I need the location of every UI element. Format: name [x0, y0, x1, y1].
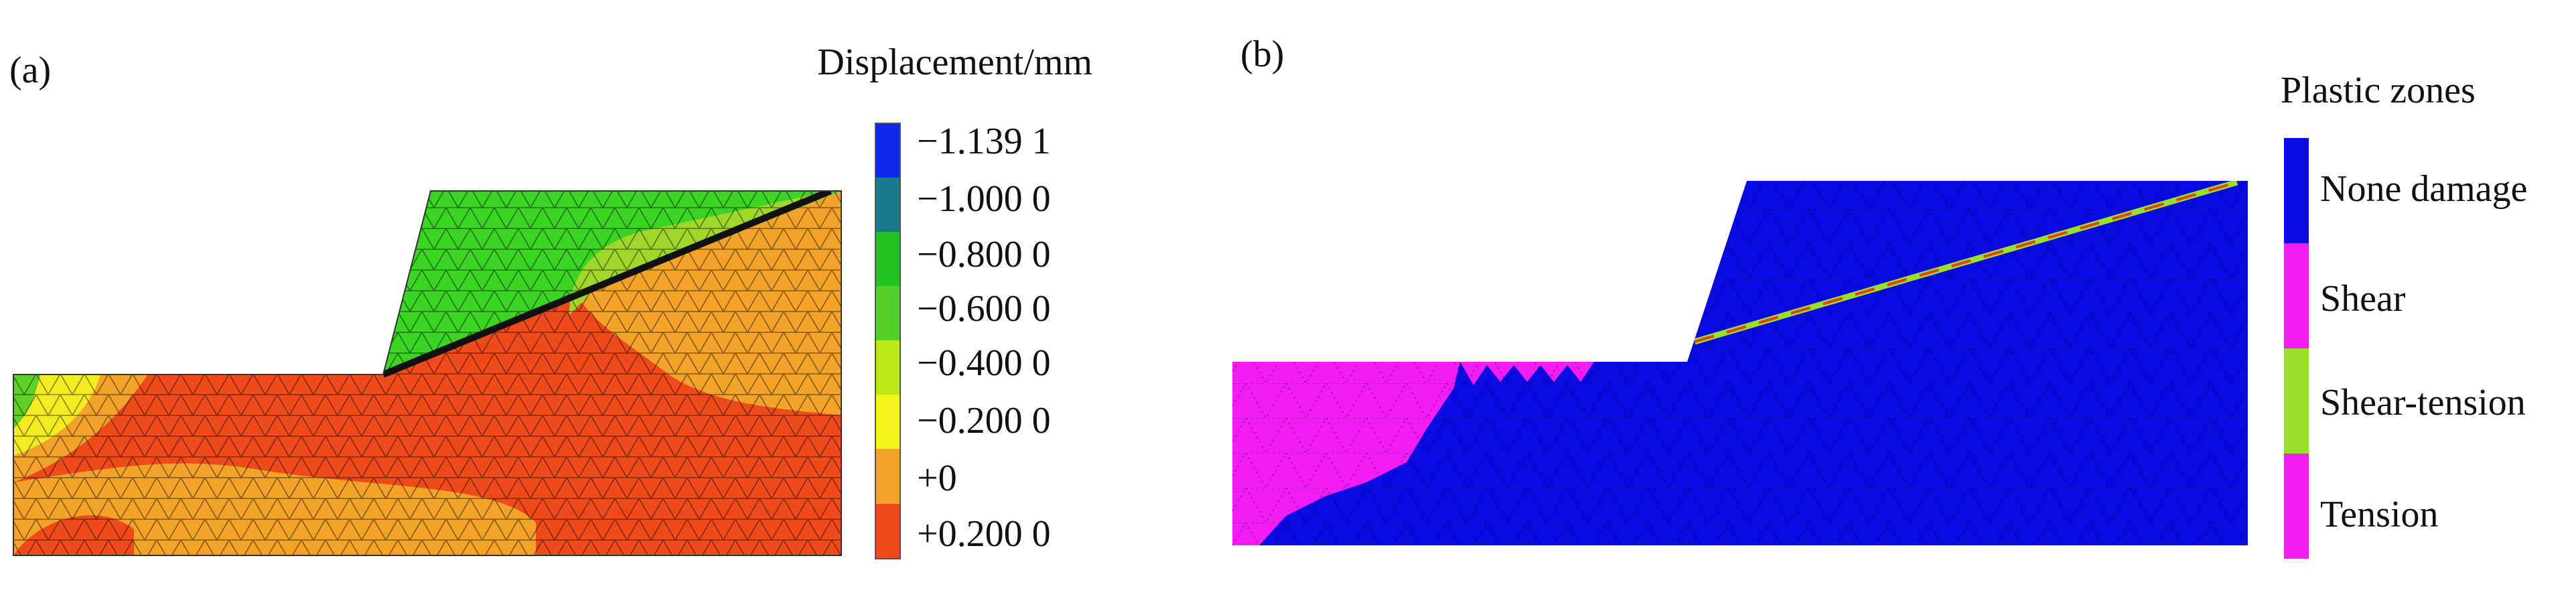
legend-title: Plastic zones	[2281, 70, 2476, 111]
legend-label: Shear-tension	[2320, 382, 2526, 423]
slope-outline	[13, 190, 842, 556]
displacement-contour	[13, 191, 841, 555]
legend-label: −0.200 0	[917, 400, 1051, 442]
legend-label: −1.139 1	[917, 121, 1051, 162]
legend-title: Displacement/mm	[817, 42, 1092, 83]
legend-label: +0.200 0	[917, 513, 1051, 555]
legend-label: None damage	[2320, 168, 2527, 210]
panel-label: (b)	[1240, 33, 1284, 75]
legend-colorbar	[2284, 138, 2309, 559]
legend-label: −0.600 0	[917, 288, 1051, 330]
legend-label: −0.400 0	[917, 342, 1051, 384]
panel-label: (a)	[9, 50, 51, 91]
legend-label: −1.000 0	[917, 178, 1051, 220]
colorbar	[875, 123, 901, 559]
plastic-zone-map	[1232, 181, 2248, 545]
legend-label: Shear	[2320, 278, 2406, 320]
legend-label: −0.800 0	[917, 234, 1051, 275]
legend-label: +0	[917, 458, 957, 499]
legend-label: Tension	[2320, 494, 2439, 535]
